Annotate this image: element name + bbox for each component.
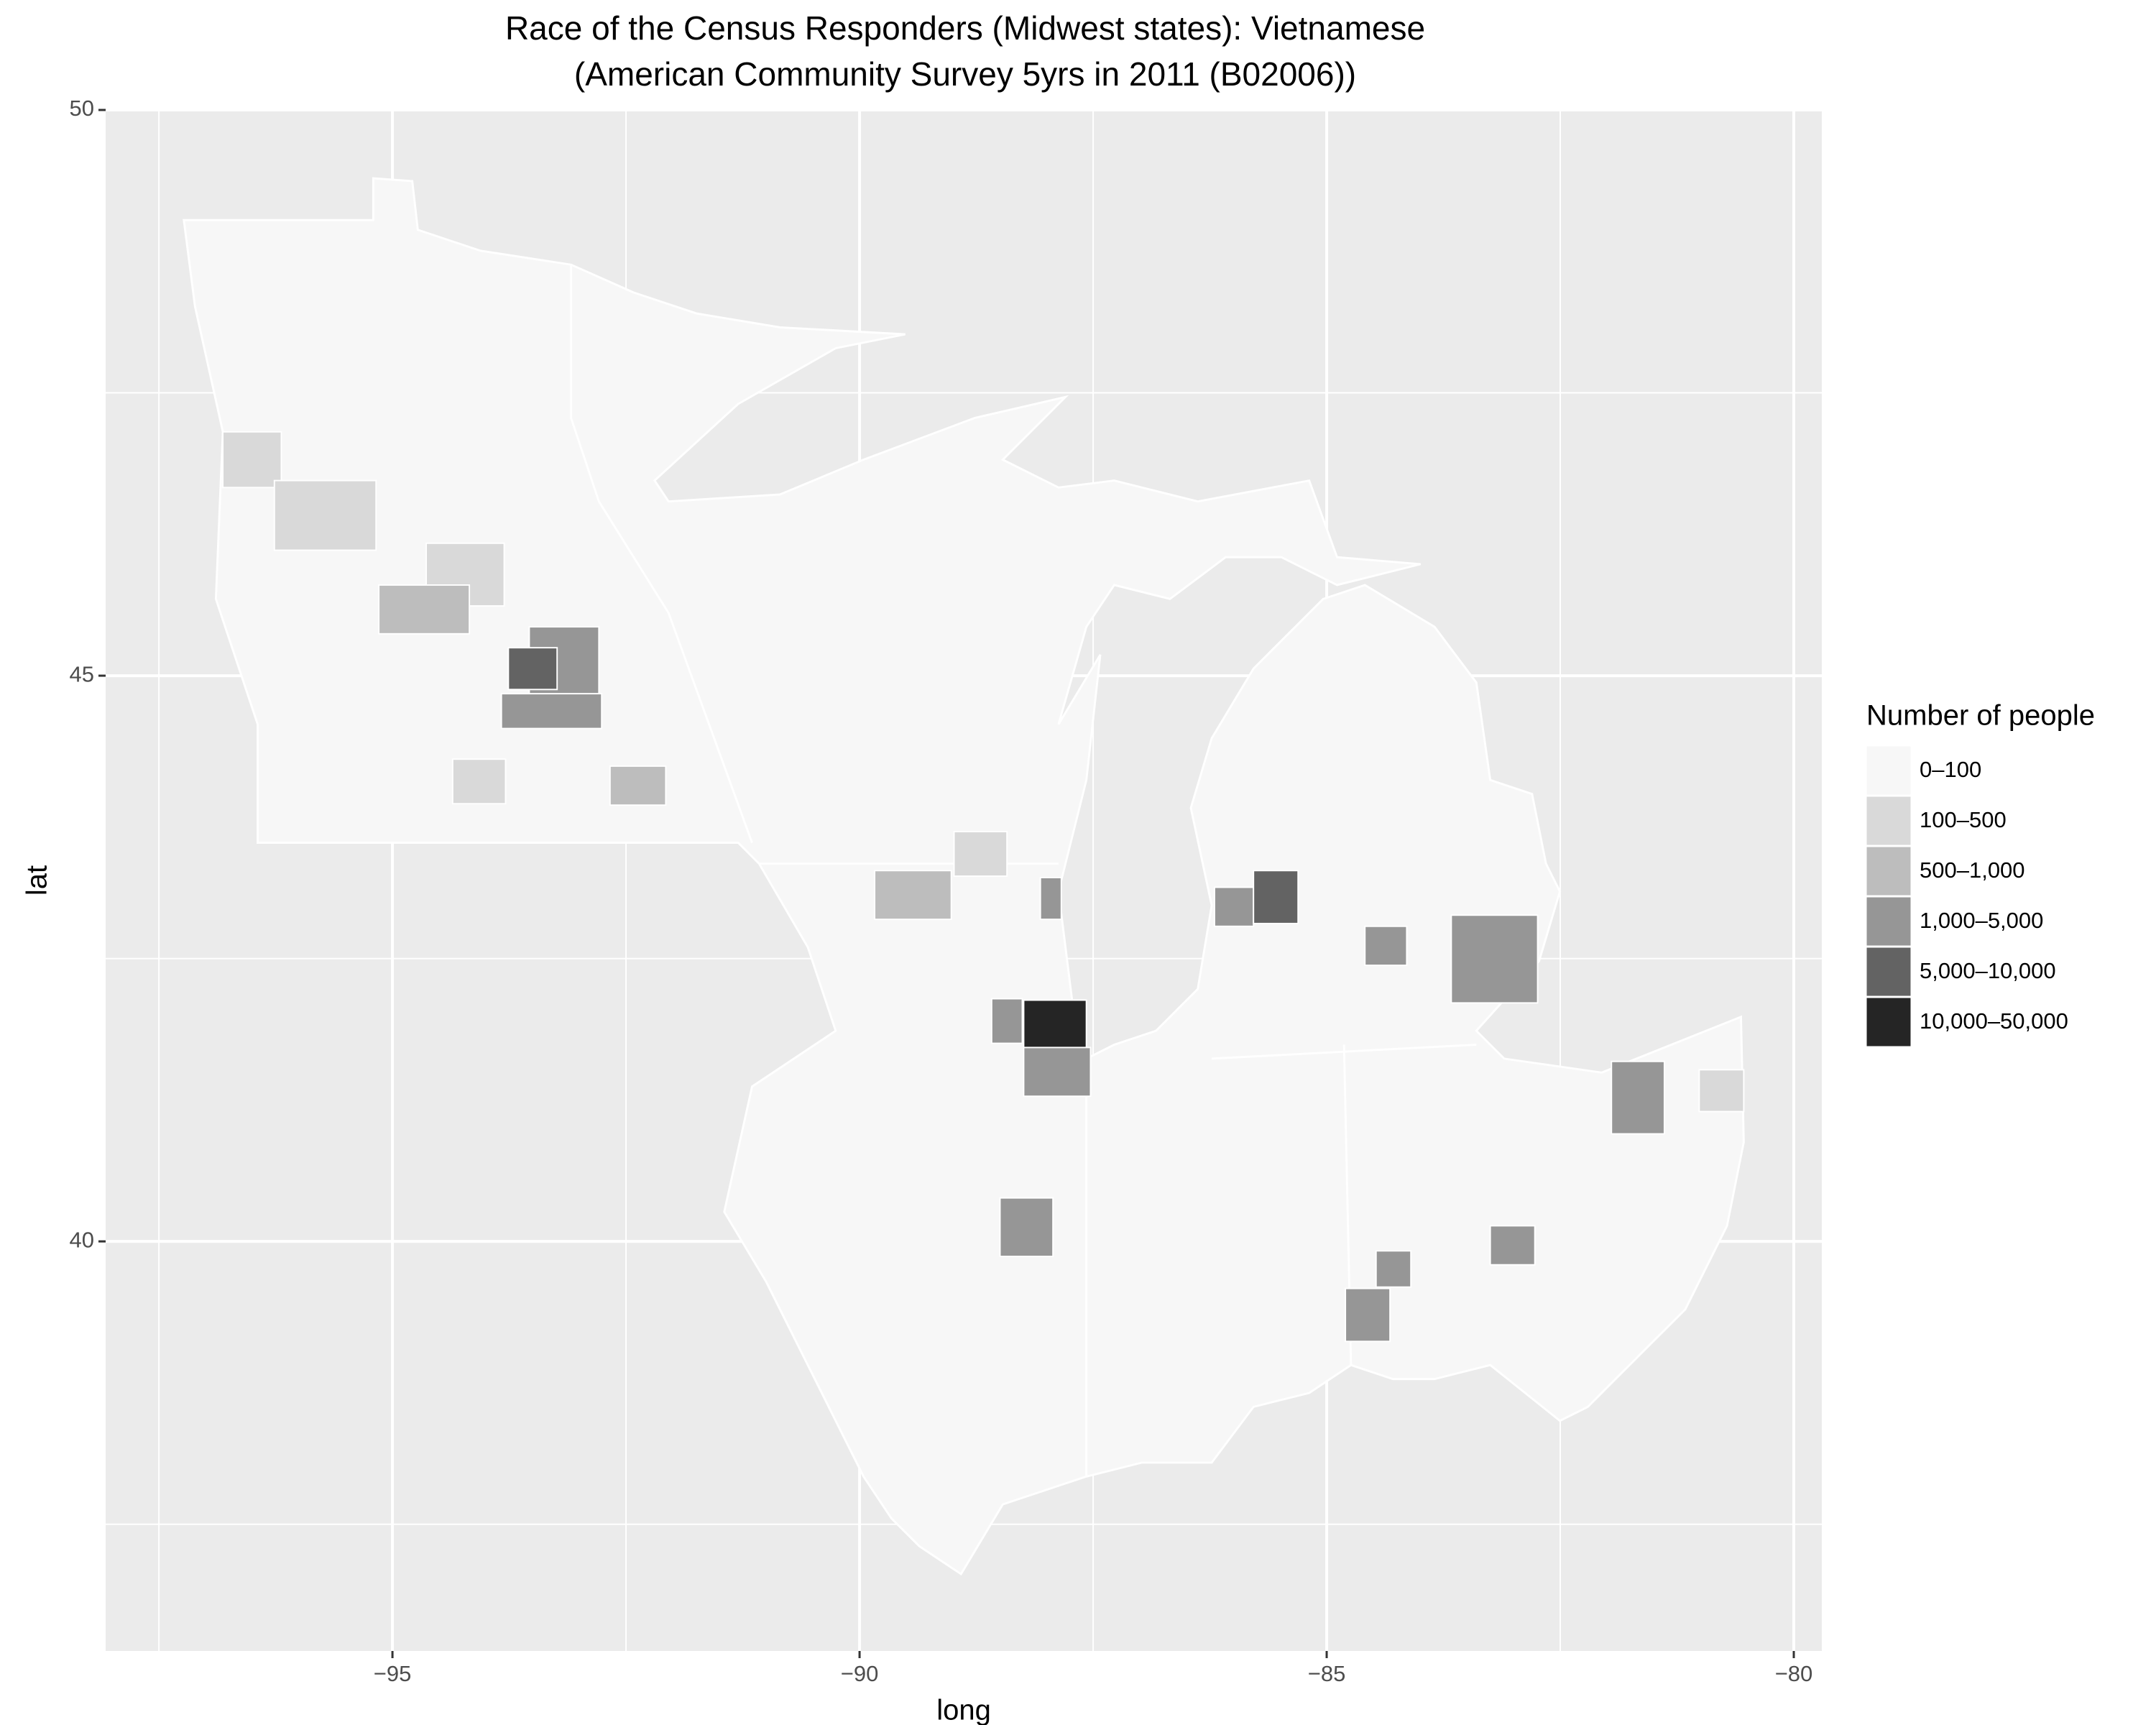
legend-label: 10,000–50,000 xyxy=(1920,1008,2068,1034)
legend-key xyxy=(1866,846,1912,896)
y-tick-label: 40 xyxy=(70,1227,94,1252)
map xyxy=(183,177,1745,1576)
legend-key xyxy=(1866,896,1912,947)
county xyxy=(874,870,952,921)
x-tick-label: −95 xyxy=(374,1661,412,1686)
county xyxy=(507,647,558,691)
legend-key xyxy=(1866,745,1912,796)
legend-key xyxy=(1866,947,1912,997)
x-axis-title: long xyxy=(936,1695,991,1725)
county xyxy=(1450,914,1539,1004)
county xyxy=(1489,1225,1536,1266)
y-tick-label: 50 xyxy=(70,96,94,121)
county xyxy=(999,1197,1054,1258)
county xyxy=(273,479,377,551)
legend-label: 0–100 xyxy=(1920,757,1981,782)
county xyxy=(990,998,1023,1044)
legend-label: 5,000–10,000 xyxy=(1920,958,2056,983)
counties xyxy=(222,431,1745,1343)
county xyxy=(953,831,1008,877)
chart-subtitle: (American Community Survey 5yrs in 2011 … xyxy=(574,55,1356,93)
county xyxy=(500,693,603,730)
x-tick-label: −90 xyxy=(841,1661,879,1686)
county xyxy=(222,431,282,489)
county xyxy=(378,584,471,635)
border xyxy=(570,264,753,843)
county xyxy=(451,758,507,805)
county xyxy=(1023,1046,1092,1098)
county xyxy=(1253,870,1299,924)
legend-label: 100–500 xyxy=(1920,807,2007,832)
county xyxy=(1345,1287,1391,1343)
legend: Number of people 0–100 100–500 500–1,000 1,0… xyxy=(1866,700,2095,1047)
y-axis-title: lat xyxy=(22,865,53,896)
x-tick-label: −80 xyxy=(1775,1661,1813,1686)
legend-label: 500–1,000 xyxy=(1920,857,2025,883)
x-tick-label: −85 xyxy=(1308,1661,1346,1686)
legend-key xyxy=(1866,997,1912,1047)
legend-key xyxy=(1866,796,1912,846)
legend-title: Number of people xyxy=(1866,700,2095,732)
y-tick-label: 45 xyxy=(70,661,94,686)
county xyxy=(1039,876,1062,921)
legend-label: 1,000–5,000 xyxy=(1920,908,2043,933)
chart-title: Race of the Census Responders (Midwest s… xyxy=(505,9,1425,47)
county xyxy=(1213,886,1255,927)
county xyxy=(1611,1060,1665,1135)
county xyxy=(609,765,667,806)
county xyxy=(1698,1069,1745,1113)
state-borders xyxy=(570,264,1477,1477)
county xyxy=(1364,925,1408,967)
county xyxy=(1375,1250,1412,1288)
